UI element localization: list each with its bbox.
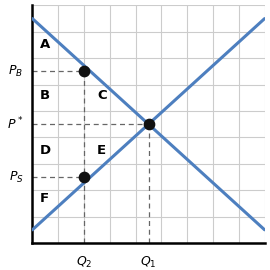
Text: C: C <box>97 89 107 102</box>
Text: B: B <box>40 89 50 102</box>
Point <box>146 122 151 126</box>
Text: F: F <box>40 192 49 205</box>
Point <box>82 175 86 179</box>
Text: $Q_1$: $Q_1$ <box>140 255 157 270</box>
Text: $Q_2$: $Q_2$ <box>76 255 92 270</box>
Text: $P_B$: $P_B$ <box>8 64 23 79</box>
Text: $P^*$: $P^*$ <box>7 116 23 133</box>
Text: A: A <box>40 39 50 52</box>
Text: D: D <box>40 144 51 157</box>
Text: $P_S$: $P_S$ <box>9 170 23 185</box>
Text: E: E <box>97 144 106 157</box>
Point <box>82 69 86 73</box>
